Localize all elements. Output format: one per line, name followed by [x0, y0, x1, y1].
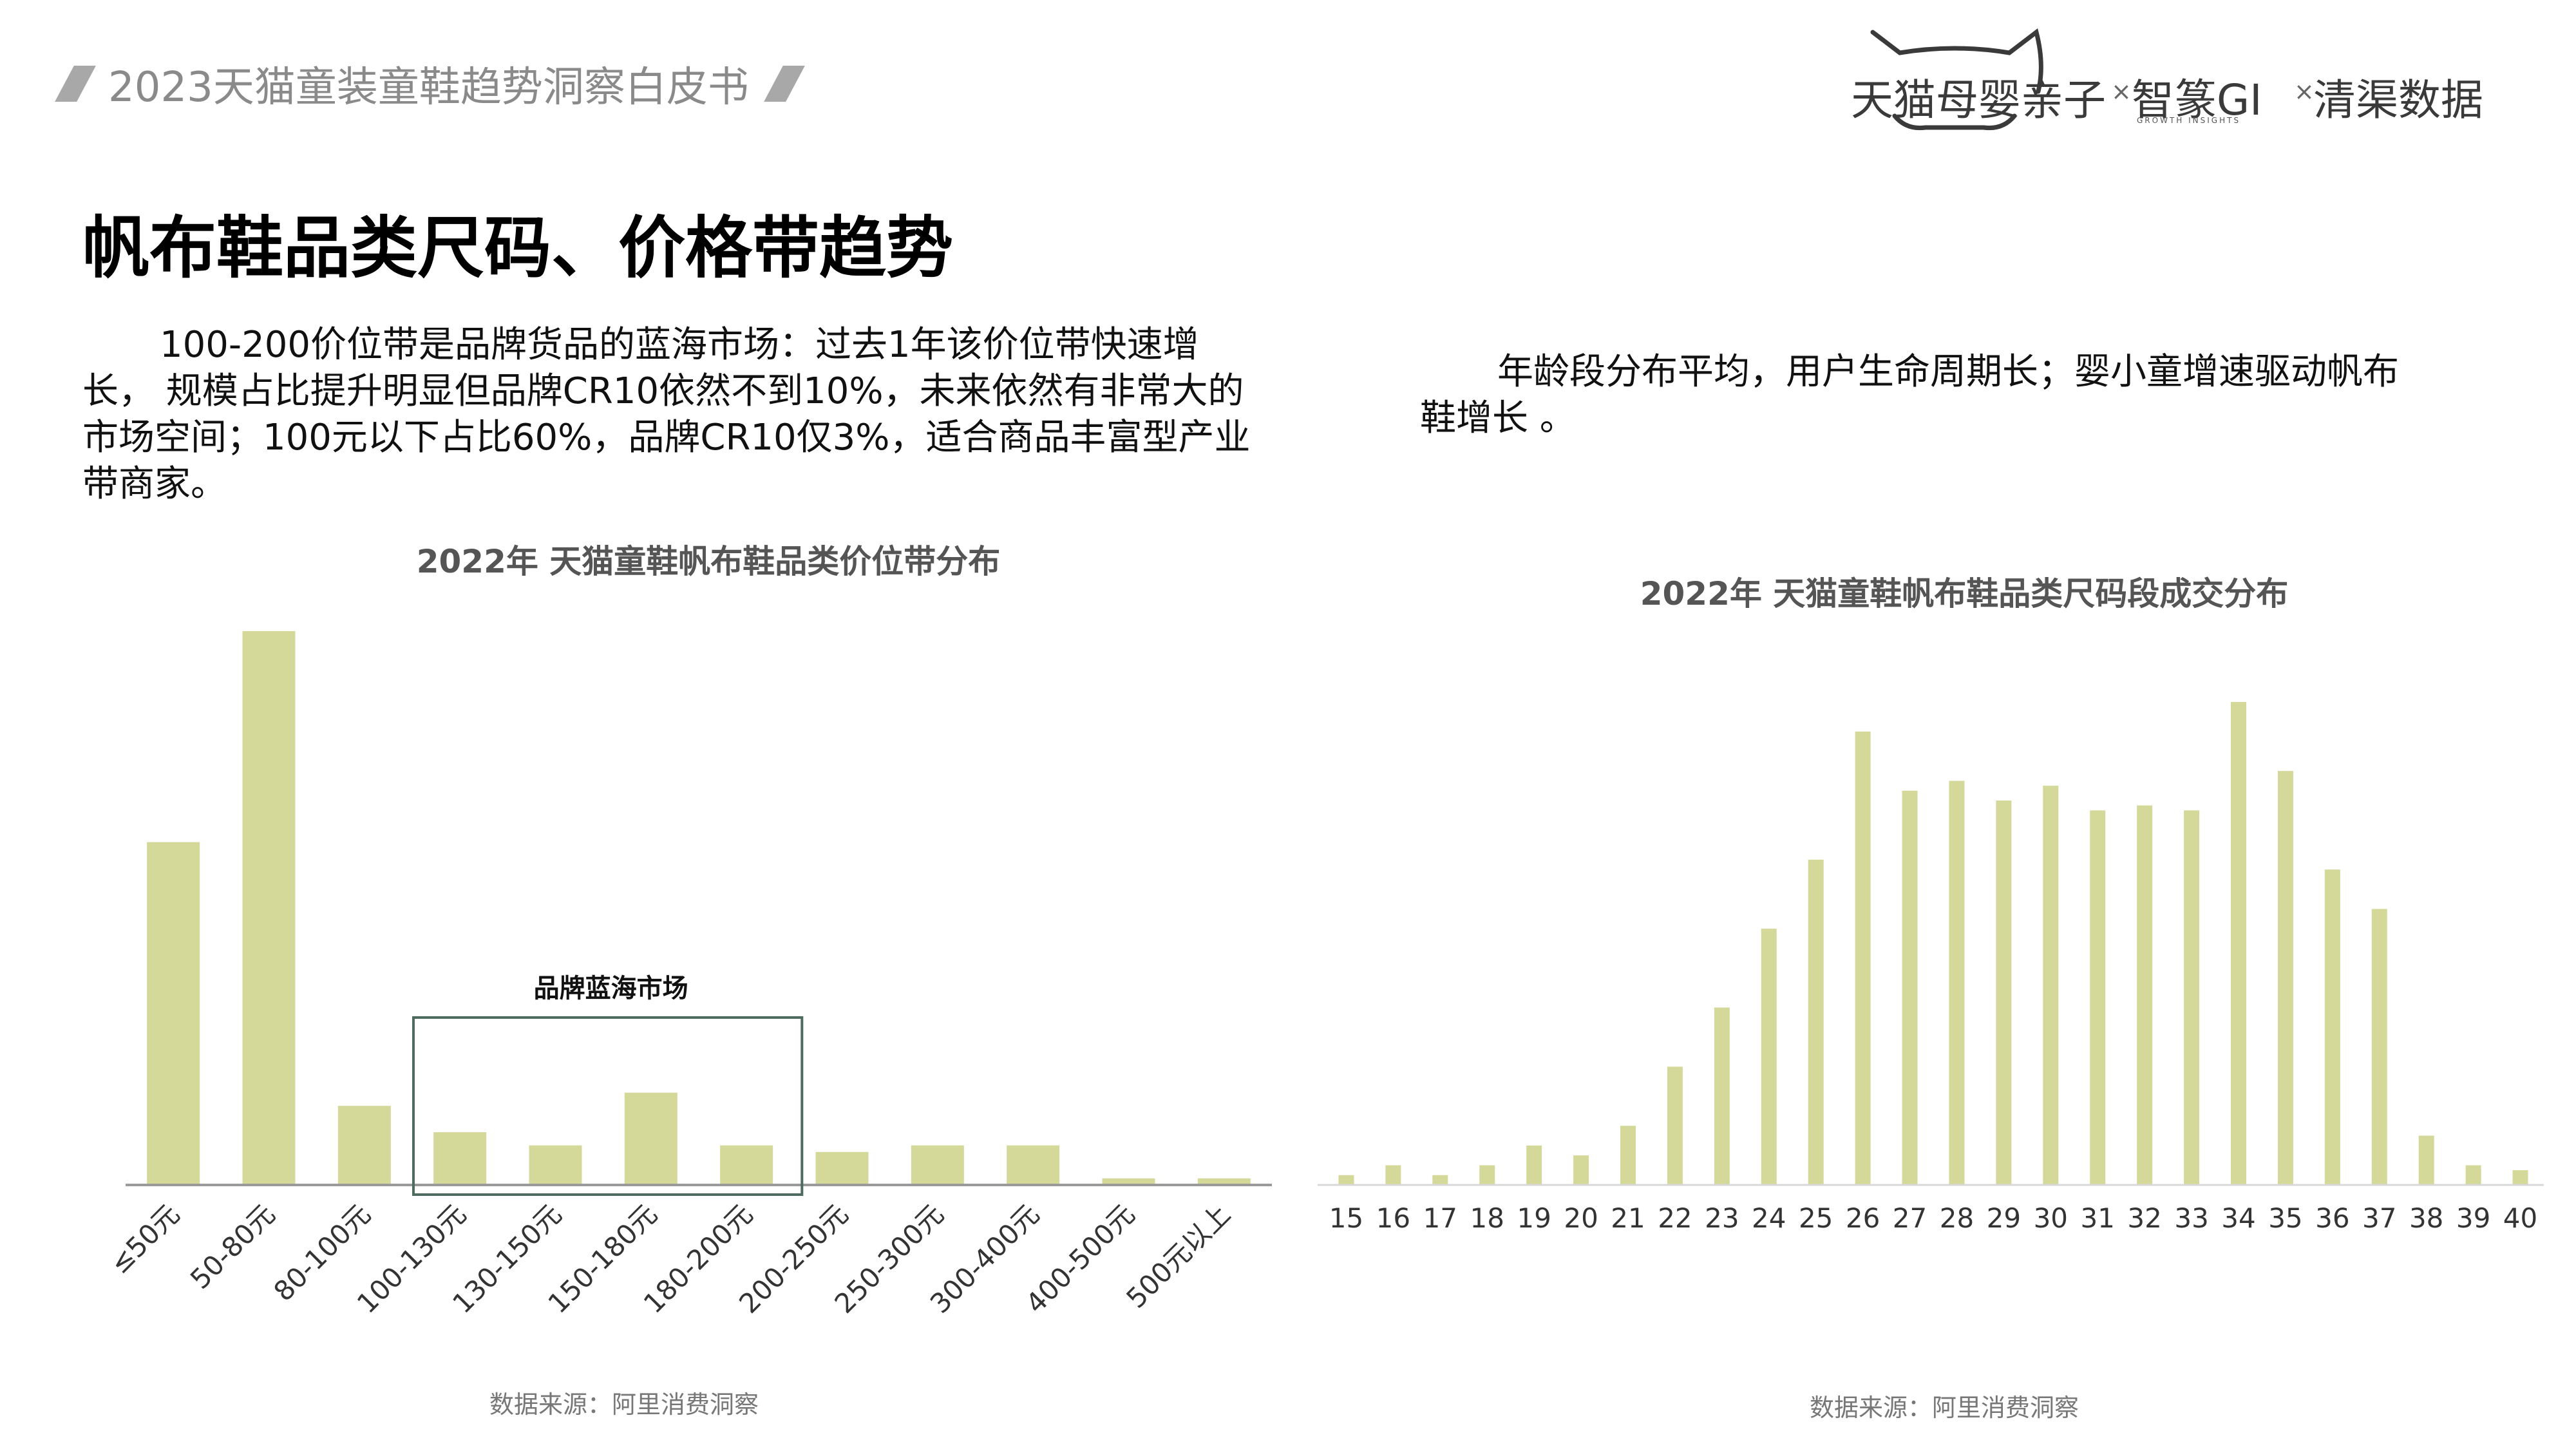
- x-tick-label: 33: [2174, 1202, 2208, 1234]
- x-tick-label: 40: [2503, 1202, 2537, 1234]
- logo-separator-1: ×: [2111, 77, 2132, 106]
- highlight-box: [412, 1016, 804, 1196]
- x-tick-label: 27: [1893, 1202, 1927, 1234]
- x-tick-label: 37: [2362, 1202, 2396, 1234]
- header-title: 2023天猫童装童鞋趋势洞察白皮书: [108, 64, 749, 111]
- bar-size-16: [1385, 1165, 1401, 1185]
- bar-size-26: [1855, 731, 1871, 1185]
- source-left: 数据来源：阿里消费洞察: [489, 1390, 759, 1419]
- left-description: 100-200价位带是品牌货品的蓝海市场：过去1年该价位带快速增长， 规模占比提…: [82, 322, 1267, 507]
- bar-100-130元: [433, 1132, 487, 1185]
- logo-separator-2: ×: [2294, 77, 2315, 106]
- bar-size-21: [1620, 1126, 1636, 1185]
- x-tick-label: ≤50元: [104, 1198, 185, 1280]
- bar-size-35: [2277, 771, 2293, 1185]
- bar-size-38: [2418, 1135, 2434, 1185]
- right-description-text: 年龄段分布平均，用户生命周期长；婴小童增速驱动帆布鞋增长 。: [1420, 351, 2399, 439]
- bar-size-18: [1479, 1165, 1495, 1185]
- source-right: 数据来源：阿里消费洞察: [1810, 1394, 2079, 1422]
- bar-size-19: [1526, 1145, 1542, 1185]
- bar-size-30: [2043, 786, 2059, 1185]
- bar-150-180元: [624, 1092, 677, 1185]
- brand-zhizhuan: 智篆GI: [2132, 75, 2262, 125]
- x-tick-label: 18: [1470, 1202, 1504, 1234]
- x-tick-label: 17: [1423, 1202, 1457, 1234]
- size-band-chart: 15 16 17 18 19 20 21 22 23 24 25 26 27 28 29 30 31 32 33 34…: [1318, 702, 2544, 1234]
- chart-title-price: 2022年 天猫童鞋帆布鞋品类价位带分布: [416, 543, 1001, 580]
- bar-size-23: [1714, 1007, 1730, 1185]
- x-tick-label: 29: [1987, 1202, 2021, 1234]
- bar-500元以上: [1197, 1178, 1251, 1185]
- bar-80-100元: [337, 1106, 391, 1185]
- bar-180-200元: [720, 1145, 773, 1185]
- x-tick-label: 34: [2221, 1202, 2255, 1234]
- bar-size-22: [1667, 1066, 1683, 1185]
- bar-size-31: [2090, 810, 2106, 1185]
- bar-size-17: [1432, 1175, 1448, 1185]
- bar-250-300元: [911, 1145, 964, 1185]
- bar-size-40: [2512, 1170, 2528, 1185]
- x-tick-label: 50-80元: [184, 1198, 281, 1295]
- annotation-label: 品牌蓝海市场: [534, 974, 688, 1003]
- x-tick-label: 20: [1564, 1202, 1598, 1234]
- x-tick-label: 30: [2034, 1202, 2068, 1234]
- bar-size-29: [1996, 800, 2012, 1185]
- bar-200-250元: [815, 1151, 869, 1185]
- doc-header: 2023天猫童装童鞋趋势洞察白皮书: [55, 55, 805, 113]
- bar-size-34: [2231, 702, 2246, 1185]
- right-description: 年龄段分布平均，用户生命周期长；婴小童增速驱动帆布鞋增长 。: [1420, 349, 2425, 442]
- x-tick-label: 19: [1517, 1202, 1551, 1234]
- bar-size-32: [2137, 805, 2153, 1185]
- x-tick-label: 24: [1752, 1202, 1786, 1234]
- bar-size-25: [1808, 859, 1824, 1185]
- bar-300-400元: [1007, 1145, 1060, 1185]
- bar-130-150元: [529, 1145, 582, 1185]
- bar-size-28: [1949, 781, 1965, 1185]
- price-band-chart: ≤50元50-80元80-100元100-130元130-150元150-180…: [104, 631, 1272, 1320]
- brand-qingqu: 清渠数据: [2313, 75, 2483, 125]
- brand-tmall-baby: 天猫母婴亲子: [1851, 75, 2106, 125]
- x-tick-label: 22: [1658, 1202, 1692, 1234]
- tmall-cat-logo-outline: [1870, 28, 2043, 131]
- x-tick-label: 31: [2081, 1202, 2115, 1234]
- partner-logos: 天猫母婴亲子 × 智篆GI GROWTH INSIGHTS × 清渠数据: [1848, 19, 2531, 142]
- x-tick-label: 32: [2127, 1202, 2161, 1234]
- x-tick-label: 21: [1611, 1202, 1645, 1234]
- bar-size-33: [2184, 810, 2200, 1185]
- bar-size-24: [1761, 929, 1777, 1185]
- x-tick-label: 23: [1705, 1202, 1739, 1234]
- bar-400-500元: [1102, 1178, 1155, 1185]
- x-tick-label: 15: [1329, 1202, 1363, 1234]
- bar-size-20: [1573, 1155, 1589, 1185]
- bar-size-37: [2371, 909, 2387, 1185]
- x-tick-label: 16: [1376, 1202, 1410, 1234]
- chart-title-size: 2022年 天猫童鞋帆布鞋品类尺码段成交分布: [1640, 575, 2289, 612]
- x-tick-label: 26: [1846, 1202, 1880, 1234]
- x-tick-label: 28: [1940, 1202, 1974, 1234]
- bar-50-80元: [242, 631, 296, 1185]
- x-tick-label: 39: [2456, 1202, 2490, 1234]
- x-tick-label: 36: [2315, 1202, 2349, 1234]
- bar-size-36: [2324, 869, 2340, 1185]
- bar-≤50元: [147, 842, 200, 1185]
- left-description-text: 100-200价位带是品牌货品的蓝海市场：过去1年该价位带快速增长， 规模占比提…: [82, 324, 1251, 505]
- x-tick-label: 500元以上: [1120, 1198, 1236, 1314]
- bar-size-15: [1338, 1175, 1354, 1185]
- bar-size-27: [1902, 790, 1918, 1185]
- slide-title: 帆布鞋品类尺码、价格带趋势: [82, 209, 954, 287]
- x-tick-label: 38: [2409, 1202, 2443, 1234]
- brand-zhizhuan-sub: GROWTH INSIGHTS: [2137, 116, 2241, 125]
- bar-size-39: [2465, 1165, 2481, 1185]
- x-tick-label: 25: [1799, 1202, 1833, 1234]
- x-tick-label: 35: [2268, 1202, 2302, 1234]
